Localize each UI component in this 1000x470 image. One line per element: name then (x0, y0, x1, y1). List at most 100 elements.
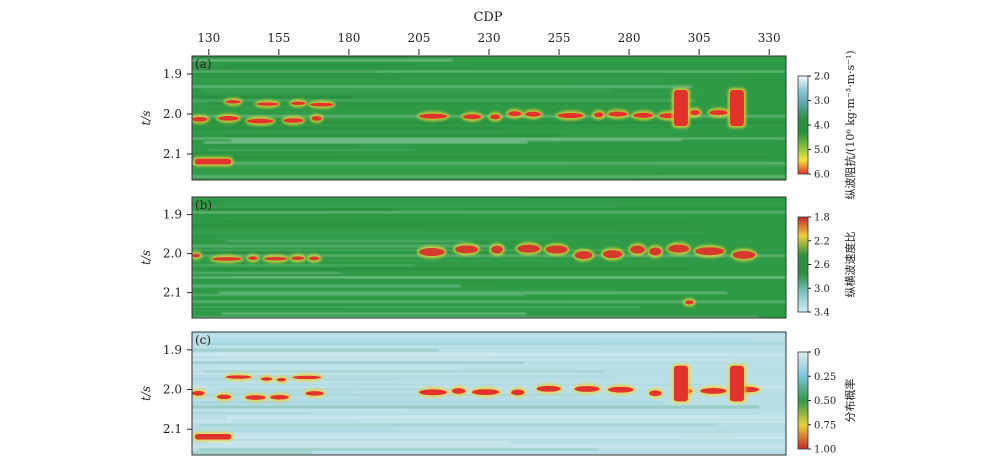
reflector-streak (192, 73, 751, 75)
reflector-streak (192, 172, 672, 174)
reflector-streak (196, 165, 785, 167)
reflector-streak (192, 361, 525, 364)
anomaly-blob (291, 101, 306, 106)
panel-b-velocity-ratio: (b) 1.9 2.0 2.1 t/s 1.8 2.2 2.6 3.0 3.4 纵横波速度比 (139, 196, 857, 319)
bright-reflector (192, 354, 786, 356)
y-tick-label: 1.9 (163, 67, 182, 81)
panel-c-y-ticks: 1.9 2.0 2.1 (163, 343, 192, 436)
reflector-streak (192, 306, 642, 308)
reflector-streak (192, 345, 602, 347)
panel-c-probability: (c) 1.9 2.0 2.1 t/s 0 0.25 0.50 0.75 1.00 分布概率 (139, 331, 857, 456)
anomaly-blob (673, 90, 688, 126)
anomaly-blob (463, 114, 482, 120)
colorbar-tick-label: 5.0 (814, 145, 830, 156)
anomaly-blob (729, 90, 744, 126)
anomaly-blob (194, 158, 232, 165)
panel-a-plot-area (191, 55, 787, 181)
colorbar-tick-label: 3.0 (814, 284, 830, 295)
bright-reflector (192, 255, 786, 257)
panel-a-colorbar (797, 75, 809, 175)
reflector-streak (192, 110, 422, 113)
anomaly-blob (525, 111, 541, 117)
bright-reflector (192, 420, 786, 422)
reflector-streak (202, 342, 786, 345)
reflector-streak (192, 232, 702, 233)
reflector-streak (192, 198, 522, 200)
anomaly-blob (517, 244, 540, 253)
reflector-streak (203, 90, 612, 91)
reflector-streak (198, 424, 719, 426)
colorbar-tick-label: 1.00 (814, 445, 836, 456)
x-tick-label: 230 (478, 31, 501, 45)
reflector-streak (219, 356, 492, 359)
bright-reflector (192, 386, 786, 388)
reflector-streak (192, 302, 564, 304)
reflector-streak (223, 221, 693, 223)
reflector-streak (192, 121, 783, 124)
panel-b-colorbar-ticks: 1.8 2.2 2.6 3.0 3.4 (808, 213, 830, 319)
x-axis-ticks: 130 155 180 205 230 255 280 305 330 (197, 31, 781, 55)
anomaly-blob (471, 389, 500, 395)
colorbar-tick-label: 3.4 (814, 308, 830, 319)
reflector-streak (192, 264, 414, 266)
anomaly-blob (283, 118, 304, 123)
anomaly-blob (418, 113, 448, 119)
reflector-streak (192, 245, 505, 247)
reflector-streak (192, 438, 685, 440)
reflector-streak (192, 353, 729, 355)
bright-reflector (192, 446, 786, 448)
reflector-streak (192, 249, 628, 251)
anomaly-blob (673, 365, 688, 402)
bright-reflector (192, 70, 786, 73)
y-tick-label: 2.1 (163, 147, 182, 161)
reflector-streak (192, 280, 502, 282)
panel-c-y-axis-title: t/s (139, 386, 153, 401)
reflector-streak (192, 431, 735, 432)
anomaly-blob (418, 248, 445, 257)
colorbar-tick-label: 0.50 (814, 396, 836, 407)
reflector-streak (192, 156, 769, 158)
anomaly-blob (633, 112, 653, 118)
reflector-streak (192, 451, 312, 454)
panel-c-plot-area (191, 331, 787, 456)
reflector-streak (192, 214, 463, 216)
anomaly-blob (217, 394, 232, 400)
anomaly-blob (545, 245, 568, 254)
anomaly-blob (700, 388, 727, 394)
reflector-streak (201, 370, 605, 372)
reflector-streak (192, 335, 786, 337)
anomaly-blob (689, 110, 700, 116)
anomaly-blob (247, 118, 274, 124)
panel-a-y-ticks: 1.9 2.0 2.1 (163, 67, 192, 161)
reflector-streak (218, 365, 786, 367)
anomaly-blob (602, 250, 623, 259)
colorbar-scale (797, 216, 809, 313)
reflector-streak (215, 113, 407, 115)
reflector-streak (192, 368, 462, 371)
colorbar-tick-label: 0 (814, 348, 820, 359)
reflector-streak (219, 82, 574, 85)
bright-reflector (192, 276, 786, 279)
reflector-streak (223, 131, 689, 133)
reflector-streak (218, 292, 728, 294)
reflector-streak (192, 412, 310, 414)
reflector-streak (192, 175, 786, 178)
anomaly-blob (536, 385, 561, 392)
x-tick-label: 330 (758, 31, 781, 45)
reflector-streak (205, 67, 472, 68)
colorbar-tick-label: 6.0 (814, 170, 830, 181)
reflector-streak (192, 57, 409, 59)
reflector-streak (207, 102, 672, 104)
reflector-streak (192, 217, 352, 219)
colorbar-tick-label: 2.0 (814, 72, 830, 83)
reflector-streak (192, 261, 786, 263)
x-tick-label: 205 (407, 31, 430, 45)
anomaly-blob (292, 375, 322, 380)
y-tick-label: 2.0 (163, 107, 182, 121)
panel-c-colorbar (797, 351, 809, 450)
reflector-streak (208, 289, 619, 291)
y-tick-label: 2.1 (163, 422, 182, 436)
reflector-streak (226, 416, 786, 419)
reflector-streak (192, 401, 665, 403)
reflector-streak (192, 259, 662, 262)
